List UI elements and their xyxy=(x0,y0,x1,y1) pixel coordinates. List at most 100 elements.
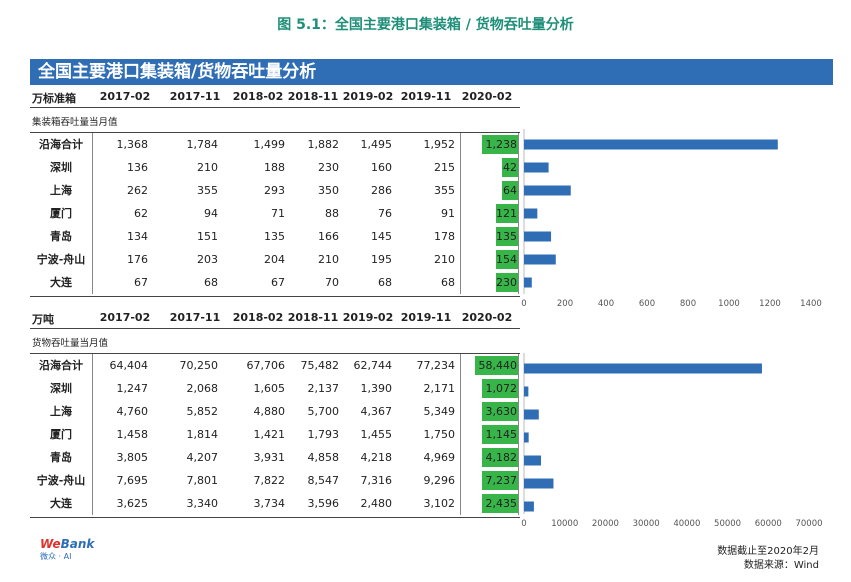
value-cell: 4,218 xyxy=(360,451,393,464)
row-label: 深圳 xyxy=(50,382,72,395)
container-subtitle: 集装箱吞吐量当月值 xyxy=(32,117,118,128)
table-row: 深圳 136 210 188 230 160 215 42 xyxy=(30,156,520,179)
banner-title: 全国主要港口集装箱/货物吞吐量分析 xyxy=(30,59,833,85)
highlight-cell: 1,072 xyxy=(482,379,518,398)
value-cell: 151 xyxy=(197,230,218,243)
logo-bank: Bank xyxy=(60,537,95,551)
highlight-cell: 230 xyxy=(495,273,518,292)
value-cell: 67 xyxy=(271,276,285,289)
value-cell: 94 xyxy=(204,207,218,220)
container-col-header: 2019-02 xyxy=(342,90,394,103)
table-row: 上海 4,760 5,852 4,880 5,700 4,367 5,349 3,630 xyxy=(30,400,520,423)
cargo-tick-label: 40000 xyxy=(673,519,700,529)
highlight-cell: 4,182 xyxy=(482,448,518,467)
value-cell: 204 xyxy=(264,253,285,266)
value-cell: 1,750 xyxy=(423,428,456,441)
table-row: 大连 67 68 67 70 68 68 230 xyxy=(30,271,520,294)
value-cell: 4,969 xyxy=(423,451,456,464)
cargo-tick-label: 0 xyxy=(521,519,526,529)
table-row: 宁波-舟山 7,695 7,801 7,822 8,547 7,316 9,296 7,237 xyxy=(30,469,520,492)
row-label: 宁波-舟山 xyxy=(36,474,86,487)
highlight-cell: 64 xyxy=(502,181,518,200)
value-cell: 1,814 xyxy=(186,428,219,441)
value-cell: 3,102 xyxy=(423,497,456,510)
cargo-col-header: 2017-11 xyxy=(169,311,221,324)
container-tick-label: 1400 xyxy=(800,299,822,309)
value-cell: 1,495 xyxy=(360,138,393,151)
value-cell: 230 xyxy=(318,161,339,174)
value-cell: 62,744 xyxy=(353,359,393,372)
cargo-table: 万吨 2017-02 2017-11 2018-02 2018-11 2019-02 201… xyxy=(30,309,520,519)
cargo-subtitle: 货物吞吐量当月值 xyxy=(32,338,109,349)
cargo-col-header: 2018-02 xyxy=(232,311,284,324)
container-tick-label: 400 xyxy=(598,299,614,309)
row-label: 宁波-舟山 xyxy=(36,253,86,266)
row-label: 上海 xyxy=(50,184,72,197)
row-label: 青岛 xyxy=(50,451,72,464)
row-label: 厦门 xyxy=(50,428,72,441)
table-row: 大连 3,625 3,340 3,734 3,596 2,480 3,102 2,435 xyxy=(30,492,520,515)
cargo-tick-label: 10000 xyxy=(551,519,578,529)
value-cell: 3,931 xyxy=(253,451,286,464)
container-col-header: 2020-02 xyxy=(461,90,513,103)
value-cell: 1,368 xyxy=(116,138,149,151)
value-cell: 68 xyxy=(441,276,455,289)
value-cell: 3,625 xyxy=(116,497,149,510)
value-cell: 3,340 xyxy=(186,497,219,510)
highlight-cell: 7,237 xyxy=(482,471,518,490)
value-cell: 76 xyxy=(378,207,392,220)
value-cell: 77,234 xyxy=(416,359,456,372)
value-cell: 70 xyxy=(325,276,339,289)
container-rule xyxy=(30,132,520,133)
value-cell: 203 xyxy=(197,253,218,266)
value-cell: 5,852 xyxy=(186,405,219,418)
container-col-header: 2017-02 xyxy=(99,90,151,103)
highlight-cell: 1,238 xyxy=(482,135,518,154)
figure-title: 图 5.1：全国主要港口集装箱 / 货物吞吐量分析 xyxy=(277,17,574,33)
value-cell: 1,793 xyxy=(307,428,340,441)
value-cell: 210 xyxy=(197,161,218,174)
container-bar xyxy=(524,185,571,196)
highlight-cell: 154 xyxy=(495,250,518,269)
cargo-bar xyxy=(524,501,534,512)
value-cell: 293 xyxy=(264,184,285,197)
container-bar xyxy=(524,139,778,150)
value-cell: 160 xyxy=(371,161,392,174)
value-cell: 1,882 xyxy=(307,138,340,151)
cargo-rule xyxy=(30,517,520,518)
value-cell: 355 xyxy=(197,184,218,197)
row-label: 沿海合计 xyxy=(39,359,83,372)
value-cell: 1,499 xyxy=(253,138,286,151)
row-label: 大连 xyxy=(50,497,72,510)
value-cell: 3,596 xyxy=(307,497,340,510)
container-col-header: 2019-11 xyxy=(400,90,452,103)
value-cell: 1,605 xyxy=(253,382,286,395)
value-cell: 4,207 xyxy=(186,451,219,464)
container-tick-label: 800 xyxy=(680,299,696,309)
value-cell: 70,250 xyxy=(179,359,219,372)
value-cell: 91 xyxy=(441,207,455,220)
container-bar xyxy=(524,208,538,219)
value-cell: 88 xyxy=(325,207,339,220)
value-cell: 1,458 xyxy=(116,428,149,441)
container-bar xyxy=(524,254,556,265)
logo-sub: 微众 · AI xyxy=(40,552,72,561)
value-cell: 62 xyxy=(134,207,148,220)
table-row: 宁波-舟山 176 203 204 210 195 210 154 xyxy=(30,248,520,271)
value-cell: 3,805 xyxy=(116,451,149,464)
value-cell: 7,316 xyxy=(360,474,393,487)
value-cell: 7,822 xyxy=(253,474,286,487)
cargo-col-header: 2017-02 xyxy=(99,311,151,324)
highlight-cell: 42 xyxy=(502,158,518,177)
container-bar xyxy=(524,231,552,242)
container-col-separator xyxy=(518,133,519,294)
table-row: 沿海合计 1,368 1,784 1,499 1,882 1,495 1,952 1,238 xyxy=(30,133,520,156)
cargo-col-separator xyxy=(92,354,93,515)
logo: WeBank 微众 · AI xyxy=(40,537,94,562)
cargo-tick-label: 50000 xyxy=(714,519,741,529)
cargo-bar xyxy=(524,363,762,374)
value-cell: 67,706 xyxy=(246,359,286,372)
highlight-cell: 3,630 xyxy=(482,402,518,421)
value-cell: 2,068 xyxy=(186,382,219,395)
